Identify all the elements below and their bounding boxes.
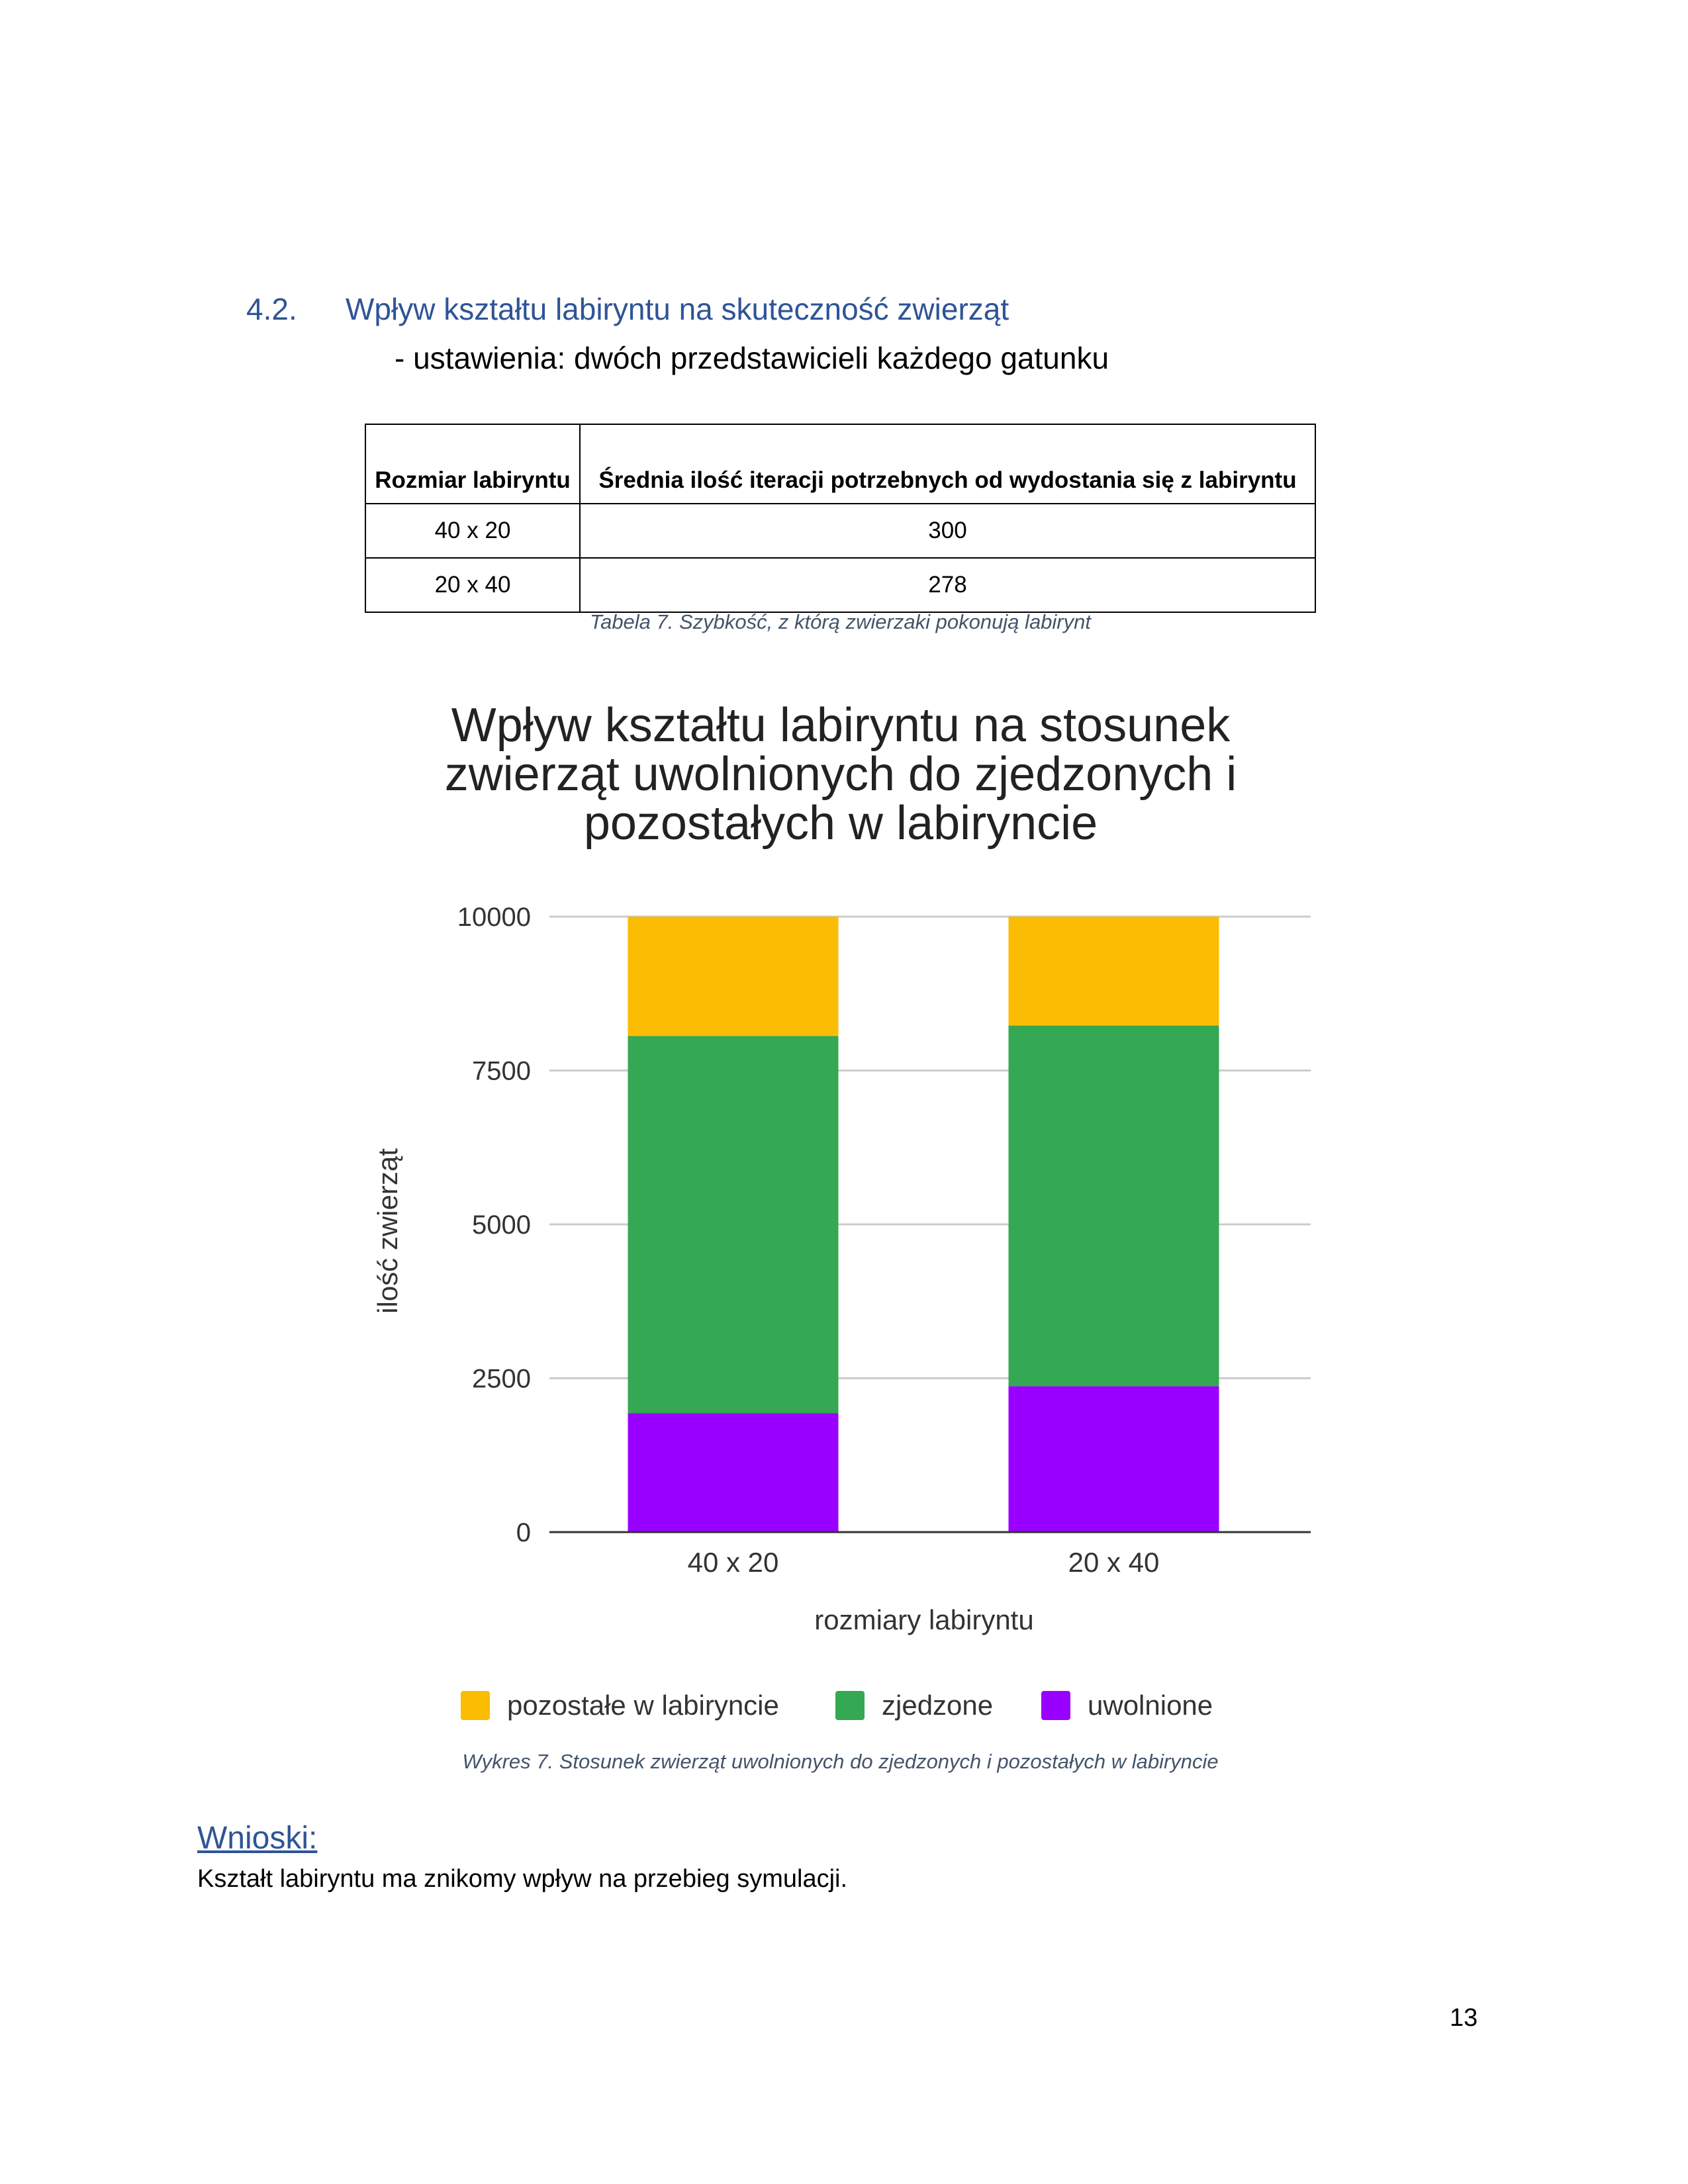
- legend-label: uwolnione: [1088, 1690, 1213, 1721]
- y-tick-label: 7500: [472, 1057, 531, 1086]
- conclusions-text: Kształt labiryntu ma znikomy wpływ na pr…: [197, 1865, 848, 1893]
- legend-item: zjedzone: [835, 1690, 993, 1721]
- y-axis-label: ilość zwierząt: [372, 1148, 403, 1314]
- stacked-bar-chart: Wpływ kształtu labiryntu na stosunek zwie…: [372, 699, 1311, 1721]
- table-cell: 40 x 20: [365, 503, 581, 559]
- y-tick-label: 2500: [472, 1365, 531, 1394]
- legend-swatch: [835, 1691, 865, 1720]
- bar-segment: [628, 1413, 839, 1532]
- table-cell: 278: [579, 557, 1316, 613]
- bar-segment: [1008, 1386, 1219, 1532]
- x-tick-label: 40 x 20: [688, 1547, 779, 1578]
- page-number: 13: [1450, 2004, 1478, 2032]
- conclusions-heading: Wnioski:: [197, 1821, 318, 1856]
- chart-caption: Wykres 7. Stosunek zwierząt uwolnionych …: [462, 1750, 1219, 1773]
- table-caption: Tabela 7. Szybkość, z którą zwierzaki po…: [589, 610, 1091, 633]
- table-header-iterations: Średnia ilość iteracji potrzebnych od wy…: [579, 424, 1316, 504]
- legend-label: zjedzone: [882, 1690, 993, 1721]
- section-subtitle: - ustawienia: dwóch przedstawicieli każd…: [395, 341, 1109, 375]
- table-header-size: Rozmiar labiryntu: [365, 424, 581, 504]
- table-row: 40 x 20 300: [365, 503, 1316, 559]
- x-tick-label: 20 x 40: [1068, 1547, 1160, 1578]
- table-header-row: Rozmiar labiryntu Średnia ilość iteracji…: [365, 424, 1316, 504]
- bar-segment: [1008, 1025, 1219, 1387]
- legend-item: pozostałe w labiryncie: [461, 1690, 779, 1721]
- x-axis-label: rozmiary labiryntu: [814, 1604, 1033, 1635]
- bar-segment: [628, 917, 839, 1036]
- chart-title: Wpływ kształtu labiryntu na stosunek zwie…: [445, 699, 1237, 850]
- legend-swatch: [1041, 1691, 1070, 1720]
- bar-segment: [1008, 917, 1219, 1026]
- results-table: Rozmiar labiryntu Średnia ilość iteracji…: [365, 424, 1316, 613]
- legend-label: pozostałe w labiryncie: [507, 1690, 779, 1721]
- chart-bars: [628, 917, 1219, 1532]
- section-number: 4.2.: [246, 292, 297, 326]
- legend-swatch: [461, 1691, 490, 1720]
- chart-axes: 0 2500 5000 7500 10000 40 x 20 20 x 40: [457, 903, 1311, 1578]
- y-tick-label: 5000: [472, 1210, 531, 1240]
- chart-title-line: Wpływ kształtu labiryntu na stosunek: [451, 699, 1231, 752]
- chart-legend: pozostałe w labiryncie zjedzone uwolnione: [461, 1690, 1213, 1721]
- chart-title-line: pozostałych w labiryncie: [584, 797, 1098, 850]
- table-row: 20 x 40 278: [365, 557, 1316, 613]
- chart-title-line: zwierząt uwolnionych do zjedzonych i: [445, 748, 1237, 801]
- y-tick-label: 10000: [457, 903, 531, 932]
- section-heading: 4.2. Wpływ kształtu labiryntu na skuteczn…: [246, 291, 1009, 327]
- bar-segment: [628, 1036, 839, 1414]
- table-cell: 20 x 40: [365, 557, 581, 613]
- table-cell: 300: [579, 503, 1316, 559]
- section-title: Wpływ kształtu labiryntu na skuteczność …: [346, 292, 1009, 326]
- y-tick-label: 0: [516, 1518, 531, 1547]
- legend-item: uwolnione: [1041, 1690, 1213, 1721]
